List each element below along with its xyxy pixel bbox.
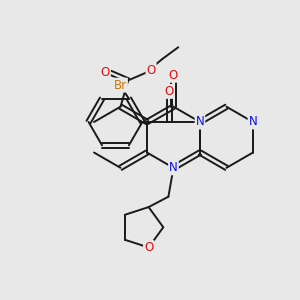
Text: O: O <box>169 69 178 82</box>
Text: O: O <box>146 64 156 77</box>
Text: Br: Br <box>114 79 127 92</box>
Text: N: N <box>248 116 257 128</box>
Text: O: O <box>144 241 153 254</box>
Text: N: N <box>196 116 204 128</box>
Text: N: N <box>169 161 178 174</box>
Text: O: O <box>100 66 110 79</box>
Text: O: O <box>165 85 174 98</box>
